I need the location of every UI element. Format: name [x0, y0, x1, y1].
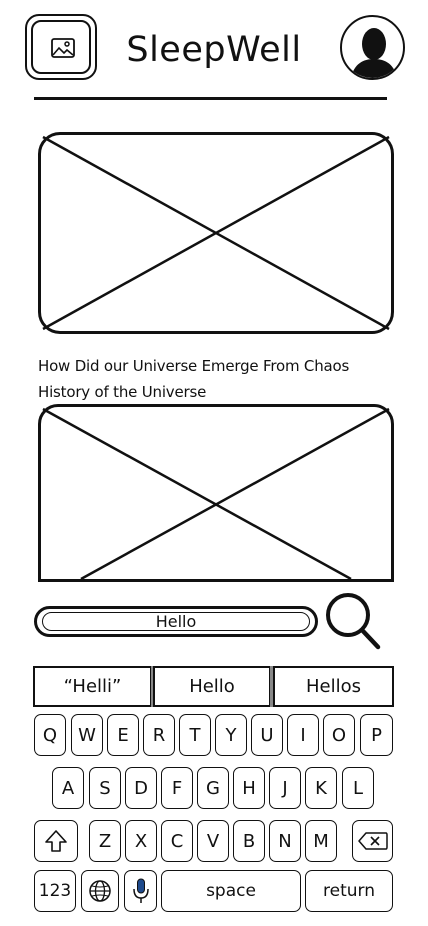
search-input[interactable]: Hello: [34, 606, 318, 637]
key-g[interactable]: G: [197, 767, 229, 809]
image-placeholder-icon: [42, 407, 390, 579]
shift-icon: [45, 830, 67, 852]
key-o[interactable]: O: [323, 714, 355, 756]
key-p[interactable]: P: [360, 714, 393, 756]
microphone-key[interactable]: [124, 870, 157, 912]
key-i[interactable]: I: [287, 714, 319, 756]
backspace-key[interactable]: [352, 820, 393, 862]
search-icon: [326, 593, 381, 650]
space-key[interactable]: space: [161, 870, 301, 912]
key-y[interactable]: Y: [215, 714, 247, 756]
search-input-value: Hello: [155, 612, 197, 631]
user-silhouette-icon: [350, 28, 398, 78]
key-q[interactable]: Q: [34, 714, 66, 756]
image-icon: [51, 38, 75, 58]
header-divider: [34, 97, 387, 100]
suggestion-divider: [151, 666, 154, 707]
key-a[interactable]: A: [52, 767, 84, 809]
key-u[interactable]: U: [251, 714, 283, 756]
globe-icon: [89, 880, 111, 902]
video-title-2[interactable]: History of the Universe: [38, 383, 207, 401]
key-l[interactable]: L: [342, 767, 374, 809]
key-b[interactable]: B: [233, 820, 265, 862]
video-thumbnail-2[interactable]: [38, 404, 394, 582]
key-c[interactable]: C: [161, 820, 193, 862]
video-thumbnail-1[interactable]: [38, 132, 394, 334]
key-t[interactable]: T: [179, 714, 211, 756]
key-k[interactable]: K: [305, 767, 337, 809]
key-e[interactable]: E: [107, 714, 139, 756]
key-v[interactable]: V: [197, 820, 229, 862]
key-z[interactable]: Z: [89, 820, 121, 862]
shift-key[interactable]: [34, 820, 78, 862]
key-j[interactable]: J: [269, 767, 301, 809]
return-key[interactable]: return: [305, 870, 393, 912]
logo-button[interactable]: [25, 14, 97, 80]
backspace-icon: [357, 832, 388, 850]
key-d[interactable]: D: [125, 767, 157, 809]
key-m[interactable]: M: [305, 820, 337, 862]
image-placeholder-icon: [42, 135, 390, 331]
key-s[interactable]: S: [89, 767, 121, 809]
app-title: SleepWell: [126, 30, 302, 70]
key-f[interactable]: F: [161, 767, 193, 809]
globe-key[interactable]: [81, 870, 119, 912]
suggestion-divider: [270, 666, 273, 707]
suggestion-2[interactable]: Hello: [153, 666, 271, 707]
key-h[interactable]: H: [233, 767, 265, 809]
video-title-1[interactable]: How Did our Universe Emerge From Chaos: [38, 357, 350, 375]
key-x[interactable]: X: [125, 820, 157, 862]
microphone-icon: [132, 878, 149, 903]
key-w[interactable]: W: [71, 714, 103, 756]
suggestion-3[interactable]: Hellos: [273, 666, 394, 707]
key-n[interactable]: N: [269, 820, 301, 862]
numbers-key[interactable]: 123: [34, 870, 76, 912]
key-r[interactable]: R: [143, 714, 175, 756]
suggestion-1[interactable]: “Helli”: [33, 666, 152, 707]
search-button[interactable]: [322, 590, 382, 652]
avatar[interactable]: [340, 15, 405, 80]
